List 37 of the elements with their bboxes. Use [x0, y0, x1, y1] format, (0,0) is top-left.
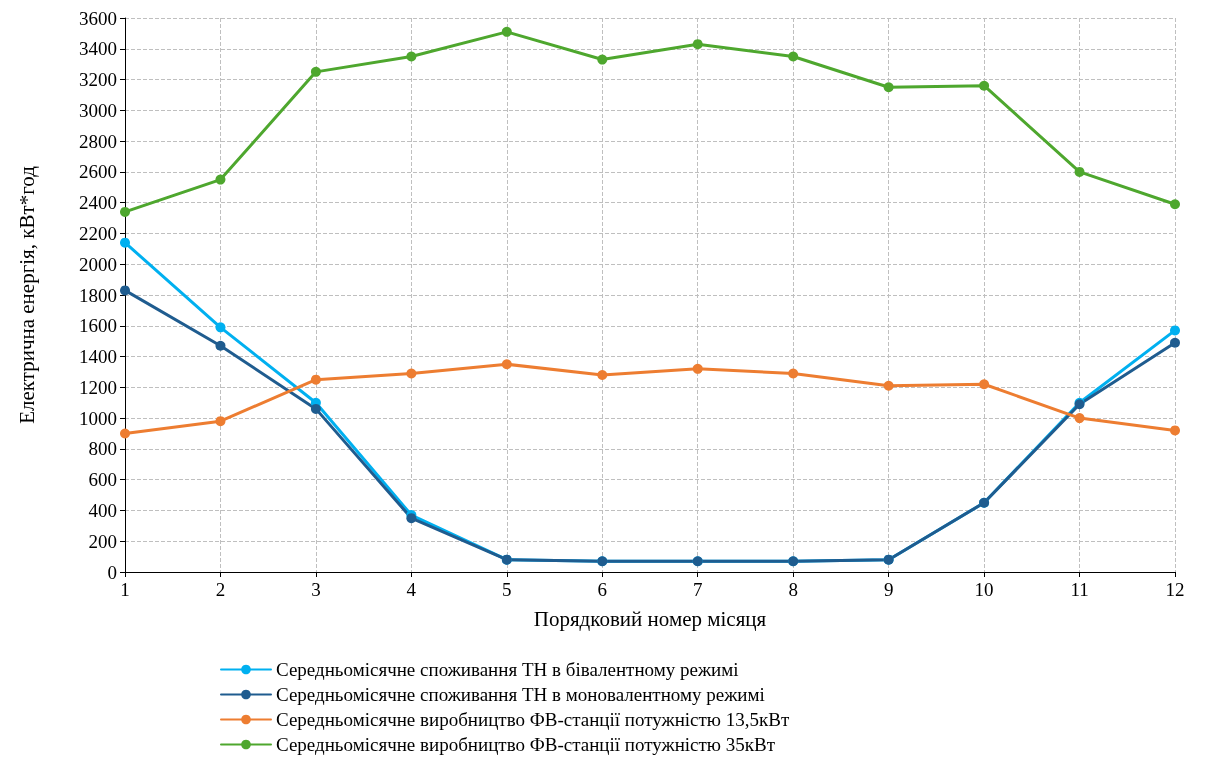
y-tick-label: 2000: [79, 253, 117, 275]
y-tick-label: 1000: [79, 407, 117, 429]
x-tick-label: 1: [120, 579, 130, 600]
y-tick-label: 3000: [79, 99, 117, 121]
legend-label: Середньомісячне споживання ТН в бівалентному режимі: [276, 659, 739, 680]
x-tick-label: 3: [311, 579, 321, 600]
y-tick-label: 0: [107, 561, 117, 583]
y-tick-label: 2400: [79, 192, 117, 214]
y-tick-label: 3400: [79, 38, 117, 60]
y-tick-label: 2800: [79, 130, 117, 152]
y-tick-label: 200: [88, 530, 117, 552]
x-tick-label: 9: [883, 579, 894, 600]
x-tick-label: 4: [406, 579, 417, 600]
x-tick-label: 10: [974, 579, 994, 600]
y-tick-label: 400: [88, 499, 117, 521]
y-tick-label: 3600: [79, 7, 117, 29]
x-tick-label: 6: [597, 579, 608, 600]
y-tick-label: 2600: [79, 161, 117, 183]
y-tick-label: 3200: [79, 69, 117, 91]
y-tick-label: 1600: [79, 315, 117, 337]
y-tick-label: 1200: [79, 376, 117, 398]
legend-label: Середньомісячне виробництво ФВ-станції потужністю 35кВт: [276, 734, 776, 755]
y-axis-title: Електрична енергія, кВт*год: [14, 165, 39, 424]
y-tick-label: 800: [88, 438, 117, 460]
legend-label: Середньомісячне виробництво ФВ-станції потужністю 13,5кВт: [276, 709, 790, 730]
y-tick-label: 1400: [79, 346, 117, 368]
x-tick-label: 12: [1165, 579, 1185, 600]
y-tick-label: 1800: [79, 284, 117, 306]
y-tick-label: 600: [88, 469, 117, 491]
x-tick-label: 11: [1070, 579, 1089, 600]
x-tick-label: 7: [692, 579, 703, 600]
x-tick-label: 8: [788, 579, 798, 600]
x-axis-title: Порядковий номер місяця: [533, 606, 767, 631]
x-tick-label: 2: [215, 579, 226, 600]
legend-label: Середньомісячне споживання ТН в моновалентному режимі: [276, 684, 765, 705]
x-tick-label: 5: [502, 579, 512, 600]
y-tick-label: 2200: [79, 222, 117, 244]
